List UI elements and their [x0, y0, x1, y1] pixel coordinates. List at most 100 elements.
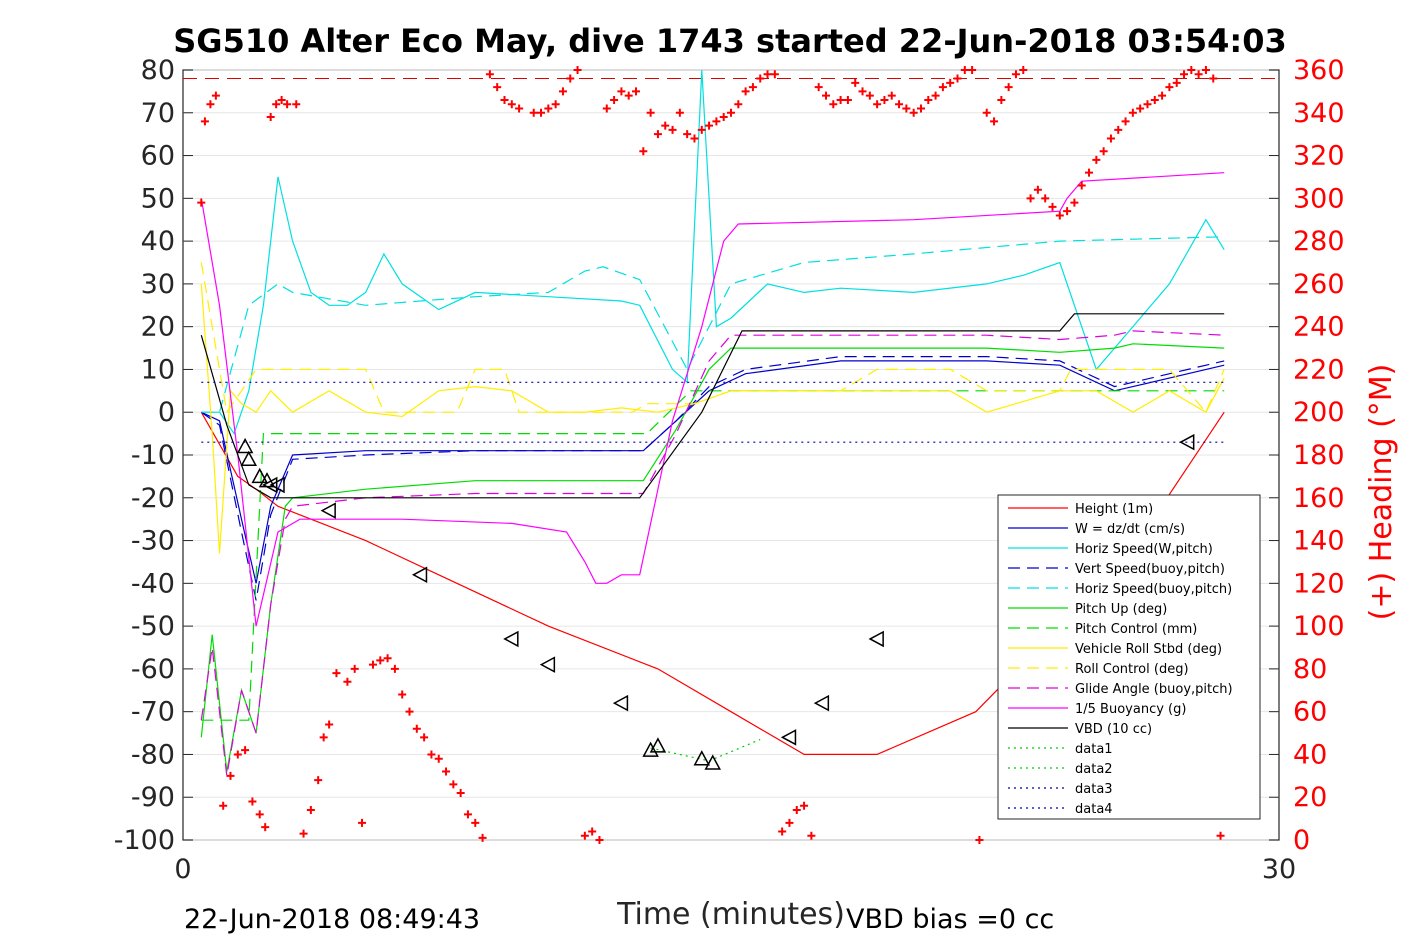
depth-marker-left [780, 729, 797, 746]
heading-point [595, 836, 604, 844]
y-tick-label: -80 [131, 739, 175, 770]
heading-point [1172, 78, 1181, 87]
series-line-9 [200, 330, 1225, 776]
series-lines [200, 69, 1225, 776]
heading-point [350, 664, 359, 673]
depth-marker-up [693, 750, 711, 766]
heading-point [778, 827, 787, 836]
heading-point [233, 750, 242, 759]
heading-point [1216, 831, 1225, 840]
x-tick-label: 0 [174, 854, 191, 885]
heading-point [807, 831, 816, 840]
depth-marker-left [262, 476, 278, 494]
y-tick-label-right: 120 [1293, 568, 1345, 599]
heading-point [283, 100, 292, 109]
y-tick-label: -30 [131, 526, 175, 557]
heading-point [485, 70, 494, 79]
depth-marker-up [240, 450, 258, 467]
heading-point [398, 690, 407, 699]
y-tick-label-right: 200 [1293, 397, 1345, 428]
heading-point [690, 134, 699, 143]
heading-point [266, 113, 275, 122]
heading-point [1048, 202, 1057, 211]
heading-point [325, 720, 334, 729]
heading-point [211, 91, 220, 100]
heading-point [1063, 207, 1072, 216]
heading-point [368, 660, 377, 669]
heading-point [588, 827, 597, 836]
heading-point [537, 108, 546, 117]
y-ticks-right: 3603403203002802602402202001801601401201… [1269, 55, 1345, 856]
y-tick-label: 30 [141, 269, 175, 300]
heading-point [219, 801, 228, 810]
y-tick-label-right: 180 [1293, 440, 1345, 471]
heading-point [1085, 168, 1094, 177]
heading-point [814, 83, 823, 92]
heading-point [741, 87, 750, 96]
heading-point [434, 754, 443, 763]
heading-point [463, 810, 472, 819]
heading-point [390, 664, 399, 673]
heading-point [358, 818, 367, 827]
depth-marker-up [251, 467, 268, 484]
heading-point [960, 66, 969, 74]
heading-point [683, 130, 692, 139]
x-tick-label: 30 [1262, 854, 1296, 885]
heading-point [668, 125, 677, 134]
heading-point [580, 831, 589, 840]
heading-point [821, 91, 830, 100]
legend-label: Glide Angle (buoy,pitch) [1075, 682, 1233, 697]
y-tick-label: -100 [114, 825, 175, 856]
heading-point [507, 100, 516, 109]
legend-label: Vert Speed(buoy,pitch) [1075, 562, 1225, 577]
depth-marker-left [269, 476, 285, 494]
series-line-2 [201, 69, 1225, 435]
y-ticks-left: 80 70 60 50 40 30 20 10 0 -10 -20 -30 -40 -50 -60 -70 -8… [114, 55, 193, 856]
y-tick-label: 20 [141, 312, 175, 343]
heading-point [383, 654, 392, 663]
heading-point [292, 100, 301, 109]
legend-box [997, 494, 1261, 820]
heading-point [200, 117, 209, 126]
heading-point [785, 818, 794, 827]
heading-point [376, 656, 385, 665]
heading-point [880, 95, 889, 104]
heading-point [719, 113, 728, 122]
y-tick-label-right: 40 [1293, 739, 1327, 770]
heading-point [975, 836, 984, 844]
heading-point [1026, 194, 1035, 203]
y-tick-label: -60 [131, 654, 175, 685]
heading-point [544, 104, 553, 113]
depth-marker-up [642, 741, 659, 757]
legend-label: VBD (10 cc) [1075, 722, 1152, 737]
legend-label: Roll Control (deg) [1075, 662, 1189, 677]
y-tick-label-right: 140 [1293, 526, 1345, 557]
heading-point [248, 797, 257, 806]
heading-point [1136, 104, 1145, 113]
heading-point [734, 100, 743, 109]
heading-point [697, 125, 706, 134]
legend-label: data2 [1075, 762, 1113, 777]
heading-point [427, 750, 436, 759]
y-tick-label: 10 [141, 354, 175, 385]
heading-point [420, 733, 429, 742]
heading-point [1209, 74, 1218, 83]
heading-point [1143, 100, 1152, 109]
depth-marker-up [704, 754, 721, 770]
heading-point [478, 833, 487, 842]
y-tick-label-right: 300 [1293, 183, 1345, 214]
depth-marker-up [236, 437, 254, 454]
heading-point [261, 823, 270, 832]
heading-point [1114, 125, 1123, 134]
heading-point [909, 108, 918, 117]
heading-point [471, 818, 480, 827]
series-line-1 [201, 360, 1225, 584]
heading-point [412, 724, 421, 733]
heading-point [792, 806, 801, 815]
y-tick-label: -10 [131, 440, 175, 471]
heading-point [515, 104, 524, 113]
heading-point [1070, 198, 1079, 207]
heading-point [712, 117, 721, 126]
heading-point [1128, 108, 1137, 117]
